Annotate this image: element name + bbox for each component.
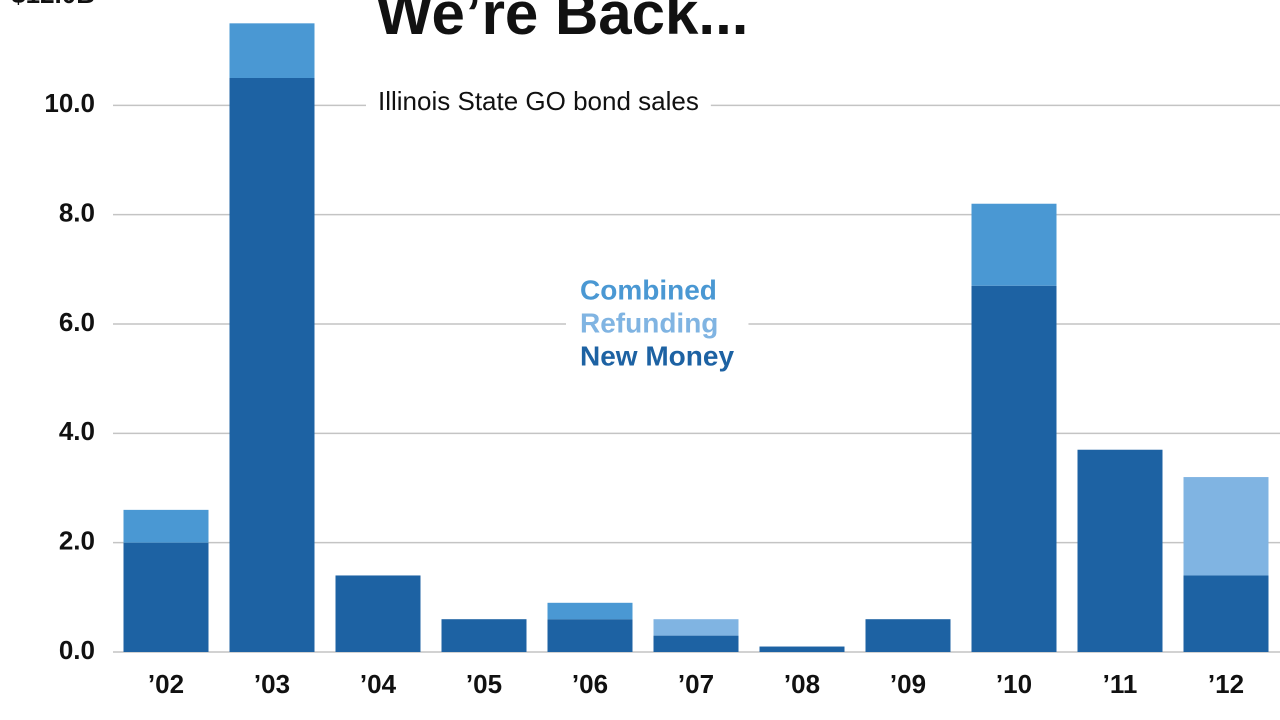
x-tick-label: ’06	[572, 669, 608, 699]
labels: 0.0 2.0 4.0 6.0 8.0 10.0 $12.0B ’02 ’03 ’04 ’05 ’06…	[11, 0, 1244, 699]
subtitle-bg	[366, 85, 711, 116]
x-tick-label: ’08	[784, 669, 820, 699]
x-tick-label: ’02	[148, 669, 184, 699]
legend-bg	[566, 274, 749, 372]
x-tick-label: ’12	[1208, 669, 1244, 699]
x-tick-label: ’04	[360, 669, 397, 699]
legend-entry: New Money	[580, 340, 734, 371]
bars	[123, 23, 1269, 652]
bar-segment	[653, 619, 739, 636]
bar-segment	[1183, 477, 1269, 576]
chart-subtitle: Illinois State GO bond sales	[378, 86, 699, 116]
x-tick-label: ’11	[1103, 669, 1138, 699]
bar-segment	[547, 602, 633, 620]
bar-segment	[865, 619, 951, 652]
x-tick-label: ’09	[890, 669, 926, 699]
y-tick-label: 10.0	[44, 88, 95, 118]
bar-segment	[547, 619, 633, 652]
y-tick-label: 0.0	[59, 635, 95, 665]
chart-title: We’re Back...	[376, 0, 748, 47]
x-tick-label: ’05	[466, 669, 502, 699]
bar-segment	[971, 285, 1057, 652]
bar-segment	[653, 635, 739, 652]
bar-segment	[123, 509, 209, 543]
y-tick-label: 4.0	[59, 416, 95, 446]
y-tick-label: 8.0	[59, 198, 95, 228]
y-tick-label: 2.0	[59, 526, 95, 556]
bar-segment	[441, 619, 527, 652]
bar-segment	[1183, 575, 1269, 652]
y-tick-label: $12.0B	[11, 0, 95, 9]
x-tick-label: ’07	[678, 669, 714, 699]
bar-segment	[229, 78, 315, 652]
bar-segment	[971, 203, 1057, 286]
legend-entry: Combined	[580, 274, 717, 305]
legend-entry: Refunding	[580, 307, 718, 338]
bar-segment	[1077, 449, 1163, 652]
x-tick-label: ’03	[254, 669, 290, 699]
bar-segment	[335, 575, 421, 652]
x-tick-label: ’10	[996, 669, 1032, 699]
bar-segment	[229, 23, 315, 78]
bar-segment	[123, 542, 209, 652]
bar-segment	[759, 646, 845, 652]
y-tick-label: 6.0	[59, 307, 95, 337]
